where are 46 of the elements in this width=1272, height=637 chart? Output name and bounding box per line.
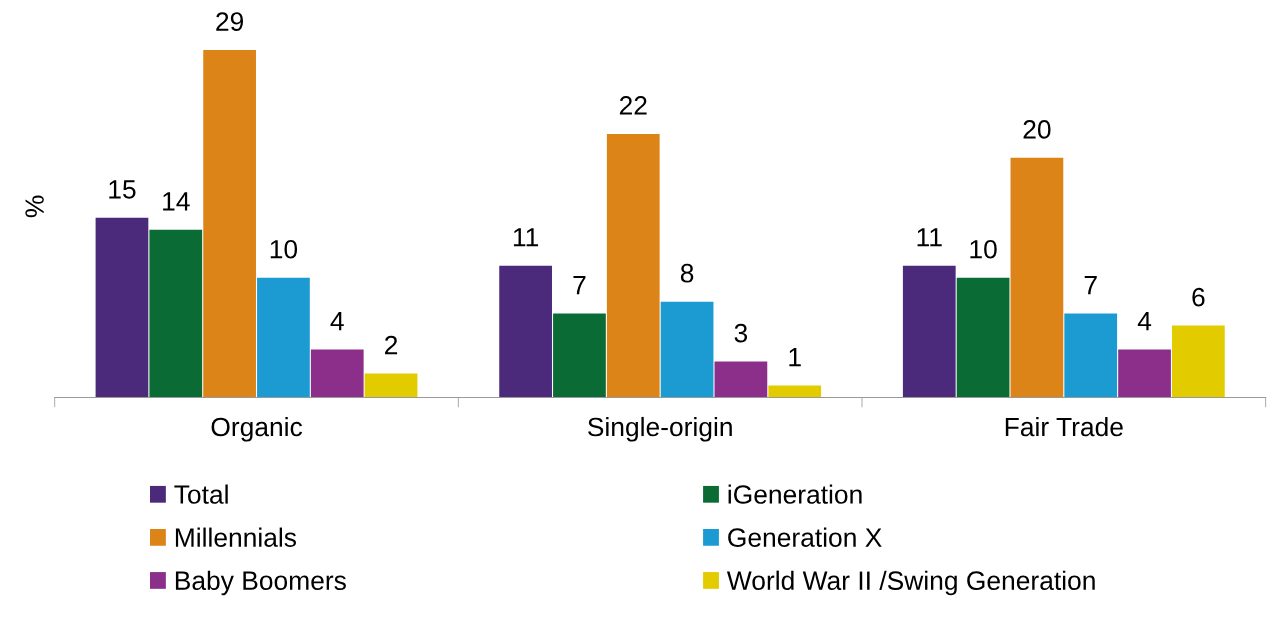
bar — [768, 385, 822, 398]
data-label: 14 — [163, 192, 190, 211]
data-label: 1 — [789, 347, 801, 367]
bar — [1118, 349, 1171, 398]
bar — [1010, 157, 1064, 398]
bar — [149, 229, 203, 398]
legend-label: Generation X — [728, 527, 882, 547]
bar — [606, 133, 660, 398]
bar — [956, 277, 1010, 398]
data-label: 7 — [573, 276, 586, 295]
legend-label: Baby Boomers — [175, 570, 346, 596]
data-label: 22 — [619, 96, 647, 115]
x-tick-label: Fair Trade — [1005, 416, 1123, 437]
data-label: 11 — [917, 228, 942, 247]
x-tick-label: Organic — [211, 416, 303, 442]
data-label: 10 — [270, 239, 298, 259]
legend-label: iGeneration — [728, 484, 862, 504]
bar — [203, 50, 256, 398]
legend-label: Total — [174, 484, 228, 504]
data-label: 7 — [1084, 276, 1097, 295]
x-tick-label: Single-origin — [588, 416, 732, 442]
bar — [553, 313, 606, 398]
legend-label: Millennials — [175, 527, 297, 547]
bar — [1171, 325, 1225, 398]
data-label: 15 — [109, 180, 136, 199]
data-label: 8 — [680, 263, 694, 283]
bar — [902, 265, 956, 398]
bar — [95, 217, 149, 398]
data-label: 20 — [1023, 120, 1051, 139]
data-label: 4 — [1137, 312, 1152, 331]
data-label: 2 — [385, 335, 398, 355]
legend-label: World War II /Swing Generation — [726, 570, 1095, 596]
bar — [364, 373, 418, 398]
bar — [660, 301, 714, 398]
y-axis-title: % — [25, 195, 44, 218]
bar — [310, 349, 364, 398]
bar — [1064, 313, 1118, 398]
data-label: 6 — [1192, 287, 1205, 307]
data-label: 3 — [734, 323, 748, 343]
data-label: 29 — [216, 12, 244, 31]
data-label: 4 — [330, 312, 344, 331]
data-label: 11 — [513, 228, 539, 247]
bar — [499, 265, 552, 398]
bar — [257, 277, 310, 398]
bar — [714, 361, 768, 398]
data-label: 10 — [970, 239, 997, 259]
